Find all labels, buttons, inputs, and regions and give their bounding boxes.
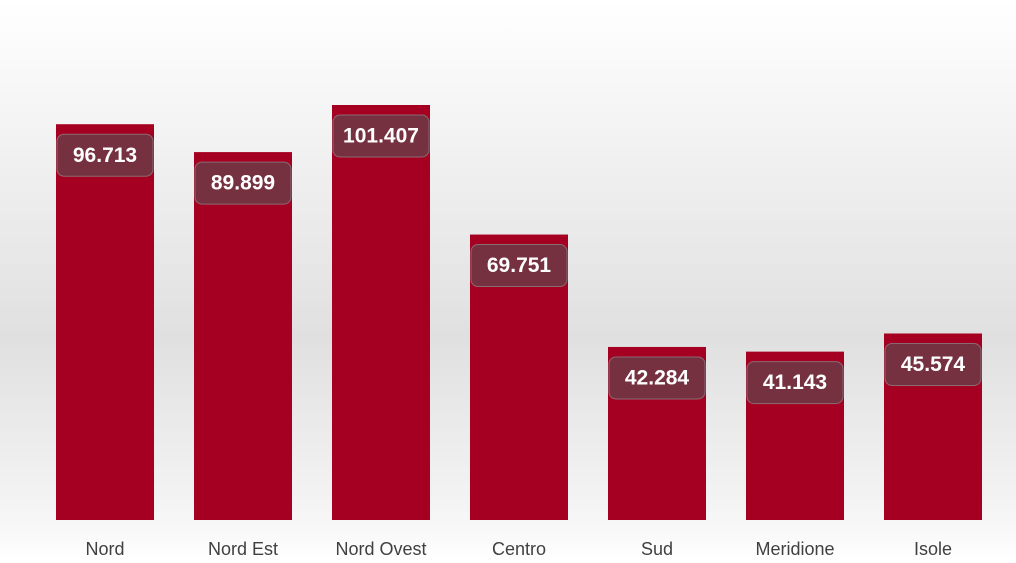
x-tick-label: Nord Est (208, 539, 278, 559)
x-tick-label: Isole (914, 539, 952, 559)
bar (194, 152, 292, 520)
value-label-box (56, 133, 154, 177)
value-label-box (608, 356, 706, 400)
value-label: 89.899 (211, 172, 275, 195)
value-label: 101.407 (343, 125, 419, 148)
x-tick-label: Nord (85, 539, 124, 559)
value-label-box (884, 342, 982, 386)
value-label-box (746, 361, 844, 405)
x-tick-label: Nord Ovest (335, 539, 426, 559)
value-label: 42.284 (625, 367, 690, 390)
bar (56, 124, 154, 521)
value-label: 45.574 (901, 353, 966, 376)
value-label-box (470, 244, 568, 288)
value-label: 96.713 (73, 144, 137, 167)
value-label: 41.143 (763, 371, 827, 394)
x-tick-label: Centro (492, 539, 546, 559)
x-tick-label: Sud (641, 539, 673, 559)
value-label-box (194, 161, 292, 205)
x-tick-label: Meridione (755, 539, 834, 559)
value-label-box (332, 114, 430, 158)
value-label: 69.751 (487, 254, 552, 277)
bar (332, 105, 430, 520)
